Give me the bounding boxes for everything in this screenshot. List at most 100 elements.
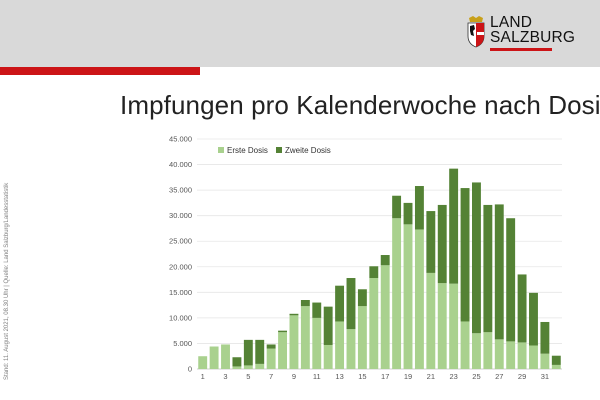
header-band bbox=[0, 0, 600, 67]
bar-erste-dosis bbox=[426, 272, 436, 369]
bar-erste-dosis bbox=[529, 345, 538, 369]
y-tick-label: 0 bbox=[188, 365, 192, 374]
y-tick-label: 20.000 bbox=[169, 262, 192, 271]
bar-zweite-dosis bbox=[323, 306, 333, 345]
bar-erste-dosis bbox=[232, 366, 242, 369]
bar-zweite-dosis bbox=[357, 289, 367, 307]
x-tick-label: 9 bbox=[292, 372, 296, 380]
bar-erste-dosis bbox=[209, 346, 219, 369]
logo-underline bbox=[490, 48, 552, 51]
x-tick-label: 25 bbox=[472, 372, 480, 380]
x-tick-label: 15 bbox=[358, 372, 366, 380]
x-tick-label: 17 bbox=[381, 372, 389, 380]
bar-zweite-dosis bbox=[506, 218, 516, 342]
legend-label: Erste Dosis bbox=[227, 146, 268, 155]
source-note: Stand: 11. August 2021, 08.30 Uhr | Quel… bbox=[4, 182, 10, 380]
bar-erste-dosis bbox=[472, 333, 481, 369]
bar-erste-dosis bbox=[494, 339, 504, 369]
bar-zweite-dosis bbox=[540, 321, 550, 354]
vaccination-chart: 0 5.000 10.000 15.000 20.000 25.000 30.000 35.0… bbox=[169, 135, 562, 380]
bar-erste-dosis bbox=[243, 365, 253, 369]
bar-erste-dosis bbox=[506, 341, 516, 369]
bar-erste-dosis bbox=[323, 344, 333, 369]
bar-zweite-dosis bbox=[232, 357, 242, 367]
y-tick-label: 45.000 bbox=[169, 135, 192, 144]
bar-zweite-dosis bbox=[460, 188, 470, 322]
bar-erste-dosis bbox=[278, 332, 287, 369]
bar-zweite-dosis bbox=[403, 202, 413, 225]
x-tick-label: 31 bbox=[541, 372, 549, 380]
bar-zweite-dosis bbox=[449, 168, 459, 284]
page-title: Impfungen pro Kalenderwoche nach Dosis bbox=[120, 90, 600, 120]
bar-erste-dosis bbox=[380, 265, 390, 369]
x-tick-label: 13 bbox=[335, 372, 343, 380]
bar-zweite-dosis bbox=[414, 186, 424, 230]
bar-erste-dosis bbox=[221, 344, 230, 369]
y-tick-label: 10.000 bbox=[169, 313, 192, 322]
y-tick-label: 30.000 bbox=[169, 211, 192, 220]
bar-erste-dosis bbox=[392, 218, 402, 369]
x-tick-label: 1 bbox=[201, 372, 205, 380]
bar-zweite-dosis bbox=[278, 330, 287, 333]
y-tick-label: 25.000 bbox=[169, 237, 192, 246]
bar-erste-dosis bbox=[346, 329, 356, 369]
bar-zweite-dosis bbox=[255, 339, 265, 364]
bar-zweite-dosis bbox=[437, 204, 447, 284]
bar-erste-dosis bbox=[483, 332, 493, 369]
bar-erste-dosis bbox=[357, 306, 367, 369]
bar-zweite-dosis bbox=[483, 204, 493, 333]
bar-zweite-dosis bbox=[380, 255, 390, 266]
bar-erste-dosis bbox=[437, 283, 447, 369]
bar-erste-dosis bbox=[198, 356, 208, 369]
bar-zweite-dosis bbox=[266, 344, 276, 349]
bar-zweite-dosis bbox=[243, 339, 253, 366]
bar-zweite-dosis bbox=[426, 211, 436, 273]
x-tick-label: 23 bbox=[449, 372, 457, 380]
bar-zweite-dosis bbox=[335, 285, 345, 322]
bar-erste-dosis bbox=[449, 283, 459, 369]
bar-erste-dosis bbox=[369, 278, 379, 369]
accent-stripe bbox=[0, 67, 200, 75]
bar-zweite-dosis bbox=[300, 300, 310, 307]
x-tick-label: 21 bbox=[427, 372, 435, 380]
legend-swatch bbox=[218, 147, 224, 153]
bar-erste-dosis bbox=[460, 321, 470, 369]
bar-erste-dosis bbox=[551, 364, 561, 369]
salzburg-coat-of-arms-icon bbox=[467, 16, 485, 48]
bar-zweite-dosis bbox=[312, 302, 322, 318]
x-tick-label: 19 bbox=[404, 372, 412, 380]
bar-erste-dosis bbox=[312, 317, 322, 369]
bar-zweite-dosis bbox=[346, 278, 356, 330]
bar-zweite-dosis bbox=[472, 182, 481, 334]
bar-erste-dosis bbox=[266, 348, 276, 369]
x-tick-label: 29 bbox=[518, 372, 526, 380]
bar-erste-dosis bbox=[300, 306, 310, 369]
land-salzburg-logo: LAND SALZBURG bbox=[466, 14, 576, 54]
legend-swatch bbox=[276, 147, 282, 153]
bar-zweite-dosis bbox=[529, 292, 538, 346]
y-tick-label: 15.000 bbox=[169, 288, 192, 297]
bar-erste-dosis bbox=[403, 224, 413, 369]
bar-zweite-dosis bbox=[551, 355, 561, 365]
bar-zweite-dosis bbox=[494, 204, 504, 340]
bar-erste-dosis bbox=[414, 229, 424, 369]
bar-erste-dosis bbox=[289, 315, 299, 369]
x-tick-label: 7 bbox=[269, 372, 273, 380]
bar-erste-dosis bbox=[540, 353, 550, 369]
x-tick-label: 5 bbox=[246, 372, 250, 380]
x-tick-label: 11 bbox=[313, 372, 321, 380]
bar-zweite-dosis bbox=[289, 313, 299, 316]
bar-erste-dosis bbox=[255, 363, 265, 369]
bar-erste-dosis bbox=[517, 342, 527, 369]
y-tick-label: 40.000 bbox=[169, 160, 192, 169]
x-tick-label: 27 bbox=[495, 372, 503, 380]
logo-line-2: SALZBURG bbox=[490, 29, 576, 46]
x-tick-label: 3 bbox=[223, 372, 227, 380]
y-tick-label: 5.000 bbox=[173, 339, 192, 348]
logo-wordmark: LAND SALZBURG bbox=[490, 14, 576, 46]
bar-zweite-dosis bbox=[392, 195, 402, 219]
y-tick-label: 35.000 bbox=[169, 186, 192, 195]
legend-label: Zweite Dosis bbox=[285, 146, 331, 155]
bar-zweite-dosis bbox=[517, 274, 527, 343]
logo-line-1: LAND bbox=[490, 14, 533, 31]
